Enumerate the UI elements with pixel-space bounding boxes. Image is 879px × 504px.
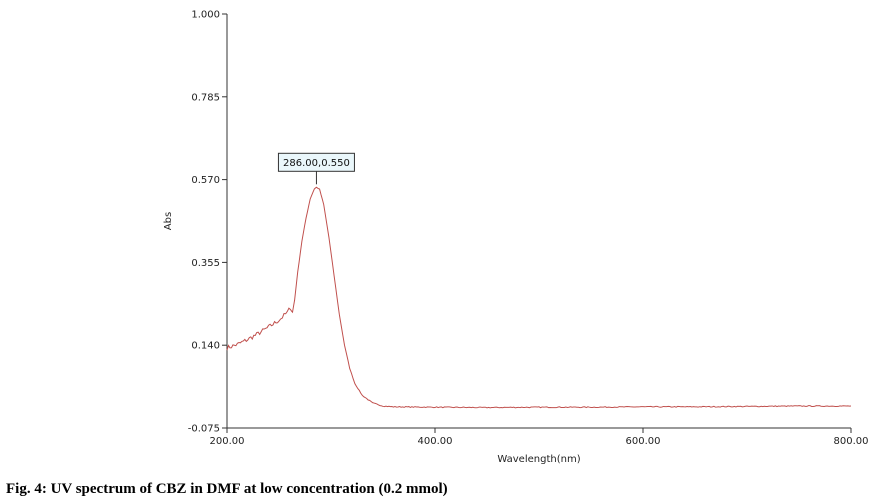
x-tick-label: 800.00 xyxy=(834,436,869,447)
x-tick-label: 600.00 xyxy=(626,436,661,447)
y-tick-label: 0.785 xyxy=(191,92,220,103)
uv-spectrum-chart: Wavelength(nm) Abs 1.000 0.785 0.570 0.355 0.… xyxy=(163,10,869,466)
y-tick-label: 0.570 xyxy=(191,175,220,186)
y-tick-label: 0.140 xyxy=(191,341,220,352)
y-tick-label: 1.000 xyxy=(191,10,220,21)
peak-label-box xyxy=(277,152,355,172)
figure-caption: Fig. 4: UV spectrum of CBZ in DMF at low… xyxy=(6,481,448,497)
axes: Wavelength(nm) Abs xyxy=(163,14,851,465)
peak-label-text: 286.00,0.550 xyxy=(283,158,350,169)
x-axis-title: Wavelength(nm) xyxy=(497,454,580,465)
y-tick-label: -0.075 xyxy=(188,424,220,435)
x-tick-label: 400.00 xyxy=(418,436,453,447)
y-tick-label: 0.355 xyxy=(191,258,220,269)
spectrum-series-line xyxy=(226,186,852,409)
annotations: 286.00,0.550 xyxy=(277,152,355,185)
plot-area xyxy=(226,186,852,409)
x-tick-label: 200.00 xyxy=(210,436,245,447)
y-axis-title: Abs xyxy=(163,212,174,230)
